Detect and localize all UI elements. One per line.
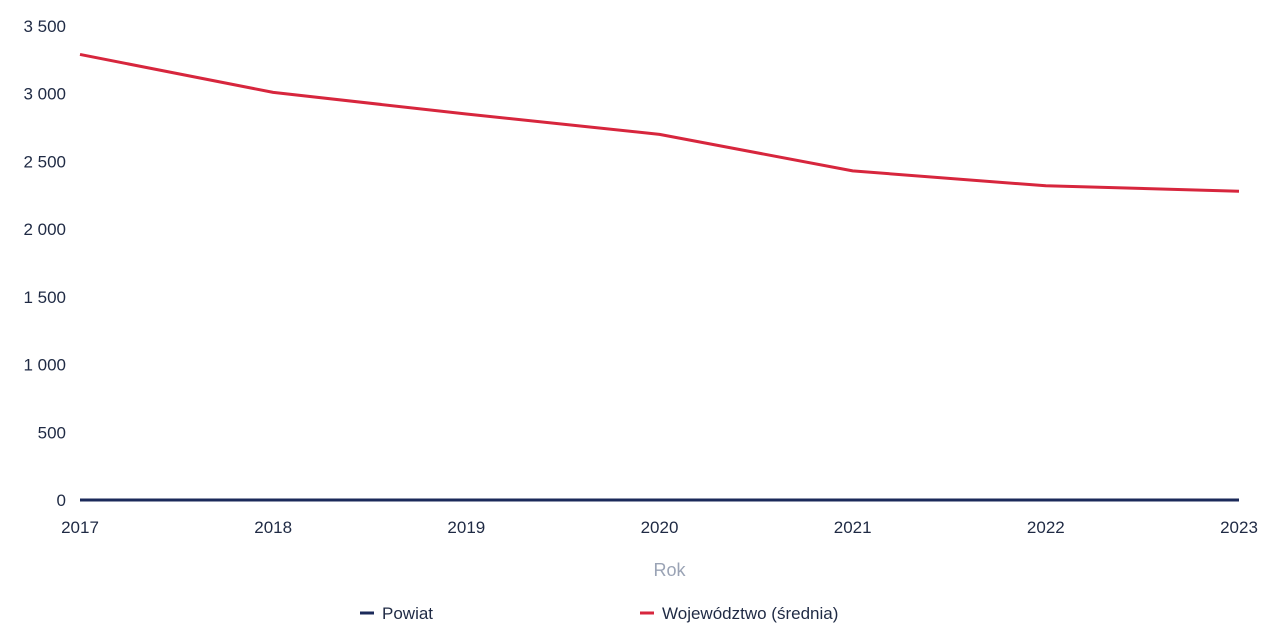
legend: Powiat Województwo (średnia) bbox=[360, 604, 838, 623]
y-tick-label: 2 000 bbox=[23, 220, 66, 239]
x-axis-title: Rok bbox=[653, 560, 686, 580]
x-axis-ticks: 2017 2018 2019 2020 2021 2022 2023 bbox=[61, 518, 1258, 537]
y-tick-label: 1 500 bbox=[23, 288, 66, 307]
y-axis-ticks: 0 500 1 000 1 500 2 000 2 500 3 000 3 500 bbox=[23, 17, 66, 510]
y-tick-label: 3 000 bbox=[23, 85, 66, 104]
y-tick-label: 1 000 bbox=[23, 356, 66, 375]
y-tick-label: 0 bbox=[57, 491, 66, 510]
x-tick-label: 2017 bbox=[61, 518, 99, 537]
series-line-1 bbox=[79, 52, 1240, 193]
x-tick-label: 2019 bbox=[447, 518, 485, 537]
legend-label: Województwo (średnia) bbox=[662, 604, 838, 623]
y-tick-label: 500 bbox=[38, 423, 66, 442]
legend-label: Powiat bbox=[382, 604, 433, 623]
x-tick-label: 2021 bbox=[834, 518, 872, 537]
series-lines bbox=[79, 52, 1240, 502]
x-tick-label: 2018 bbox=[254, 518, 292, 537]
y-tick-label: 2 500 bbox=[23, 152, 66, 171]
x-tick-label: 2022 bbox=[1027, 518, 1065, 537]
x-tick-label: 2020 bbox=[641, 518, 679, 537]
y-tick-label: 3 500 bbox=[23, 17, 66, 36]
x-tick-label: 2023 bbox=[1220, 518, 1258, 537]
